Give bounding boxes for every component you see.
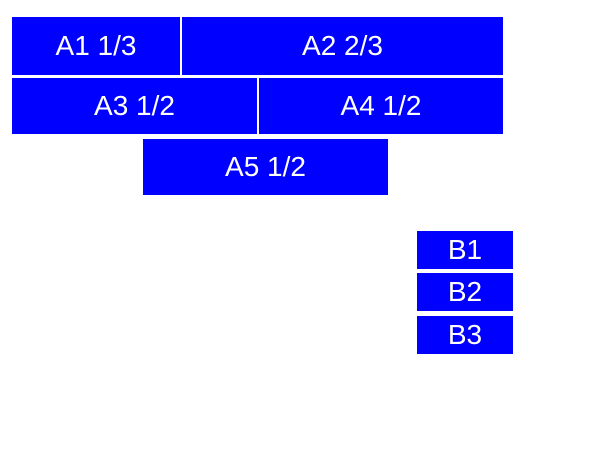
box-b1: B1 — [417, 231, 513, 269]
box-b2: B2 — [417, 273, 513, 311]
box-a1: A1 1/3 — [12, 17, 180, 75]
box-a3: A3 1/2 — [12, 78, 257, 134]
box-a5: A5 1/2 — [143, 139, 388, 195]
box-b3: B3 — [417, 316, 513, 354]
box-a4: A4 1/2 — [259, 78, 503, 134]
box-a2: A2 2/3 — [182, 17, 503, 75]
